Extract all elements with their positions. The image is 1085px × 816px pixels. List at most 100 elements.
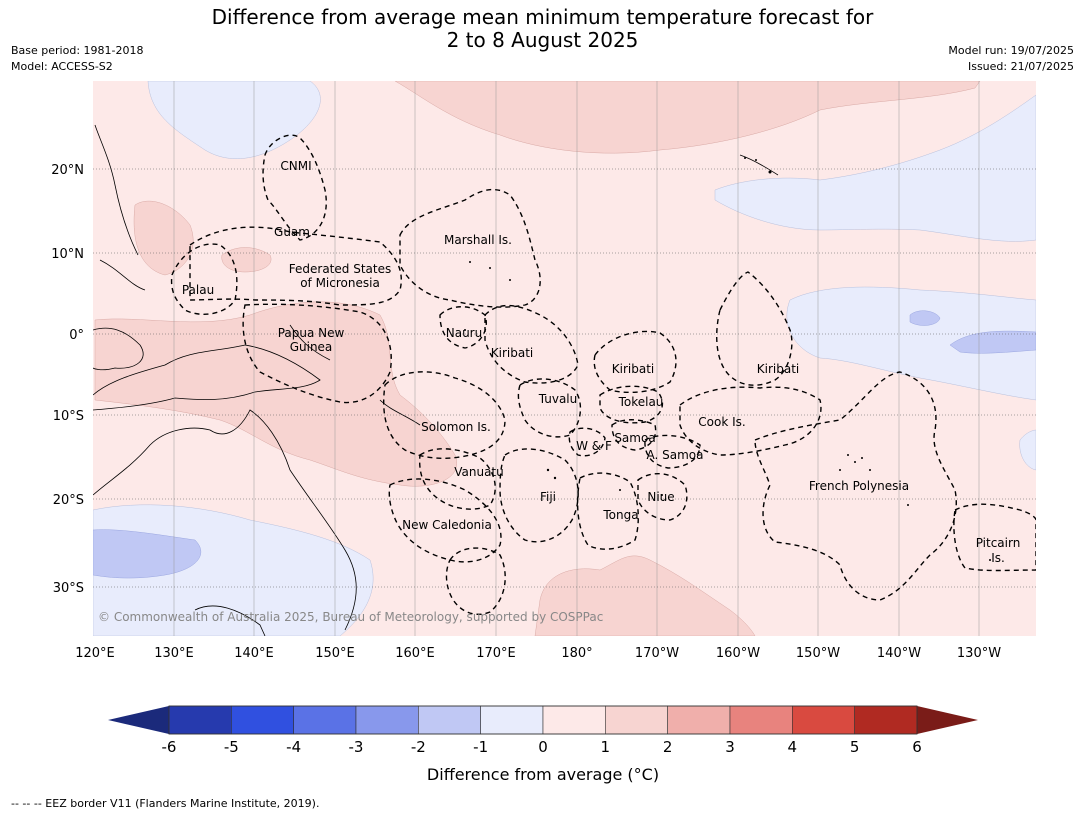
cool-patch-seast [1019,429,1036,471]
lon-label: 180° [561,646,592,661]
warm-patch-south [534,555,756,636]
region-label: Tonga [602,508,638,522]
region-label: Solomon Is. [421,420,491,434]
colorbar-cell [355,705,419,735]
region-label: Papua New Guinea [278,326,345,354]
graticule [173,81,980,636]
colorbar-tick-label: -3 [349,738,364,756]
model-run: Model run: 19/07/2025 [948,44,1074,57]
eez-kiribati-east [716,271,793,386]
eez-samoa [611,419,657,451]
eez-cnmi [262,134,327,241]
lat-label: 10°N [51,247,84,262]
title-line-1: Difference from average mean minimum tem… [211,5,874,29]
colorbar-cell [854,705,918,735]
eez-kiribati-west [484,304,579,384]
region-label: Palau [182,283,214,297]
region-label: A. Samoa [647,448,704,462]
region-label: Federated States of Micronesia [289,262,391,290]
region-label: Kiribati [491,346,533,360]
colorbar-tick-label: 3 [725,738,735,756]
coastlines [93,124,779,636]
cool-patch-east [714,94,1036,242]
colorbar-cell [792,705,855,735]
eez-tokelau [599,385,663,424]
colorbar-tick-label: 5 [850,738,860,756]
region-label: W & F [576,439,612,453]
cooler-patch-small [909,310,941,326]
lat-label: 20°N [51,163,84,178]
lon-label: 170°W [635,646,679,661]
colorbar-ticks: -6 -5 -4 -3 -2 -1 0 1 2 3 4 5 6 [162,738,922,756]
lon-label: 130°W [957,646,1001,661]
colorbar-high-extend [917,706,978,734]
eez-borders [170,134,1036,616]
eez-wf [568,427,606,457]
latitude-labels: 20°N 10°N 0° 10°S 20°S 30°S [51,163,84,596]
colorbar-cell [168,705,232,735]
island-dots [464,157,991,561]
region-label: Pitcairn Is. [976,536,1021,565]
region-labels: CNMI Guam Marshall Is. Palau Federated S… [182,159,1020,565]
eez-niue [637,473,688,521]
cooler-patch-east [949,330,1036,354]
base-period: Base period: 1981-2018 [11,44,144,57]
region-label: Samoa [614,431,655,445]
lon-label: 140°E [234,646,274,661]
colorbar-tick-label: 4 [788,738,798,756]
lon-label: 150°W [796,646,840,661]
colorbar-cell [480,705,544,735]
map-plot-area: CNMI Guam Marshall Is. Palau Federated S… [93,81,1036,636]
warm-patch-north [394,81,981,154]
eez-nauru [439,306,487,349]
lon-label: 130°E [154,646,194,661]
colorbar-tick-label: -4 [286,738,301,756]
eez-png [242,303,392,404]
model-name: Model: ACCESS-S2 [11,60,113,73]
eez-pitcairn [953,503,1036,572]
meta-right: Model run: 19/07/2025 Issued: 21/07/2025 [948,43,1074,75]
region-label: CNMI [280,159,311,173]
region-label: New Caledonia [402,518,492,532]
lon-label: 160°W [716,646,760,661]
issued-date: Issued: 21/07/2025 [967,60,1074,73]
region-label: Tokelau [618,395,664,409]
eez-new-caledonia [388,478,502,563]
region-label: Kiribati [757,362,799,376]
eez-fsm [189,226,402,306]
lat-label: 30°S [53,581,84,596]
lat-label: 10°S [53,409,84,424]
eez-kiribati-central [593,330,677,394]
region-label: Nauru [446,326,482,340]
region-label: Kiribati [612,362,654,376]
colorbar-cell [418,705,481,735]
warm-patch-png [94,301,457,487]
eez-palau [170,243,238,316]
colorbar-tick-label: 0 [538,738,548,756]
eez-french-polynesia [754,371,957,601]
colorbar-label: Difference from average (°C) [427,765,659,784]
map-title: Difference from average mean minimum tem… [0,6,1085,52]
footer-note: -- -- -- EEZ border V11 (Flanders Marine… [11,797,320,810]
copyright-notice: © Commonwealth of Australia 2025, Bureau… [98,610,603,624]
colorbar-tick-label: 1 [601,738,611,756]
title-line-2: 2 to 8 August 2025 [446,28,639,52]
longitude-labels: 120°E 130°E 140°E 150°E 160°E 170°E 180°… [75,646,1001,661]
lon-label: 170°E [476,646,516,661]
cool-patch-equatorial [786,286,1036,401]
lon-label: 150°E [315,646,355,661]
colorbar: -6 -5 -4 -3 -2 -1 0 1 2 3 4 5 6 Difference from aver… [108,705,978,784]
colorbar-tick-label: 2 [663,738,673,756]
colorbar-cells [168,705,918,735]
colorbar-cell [729,705,793,735]
colorbar-tick-label: -5 [224,738,239,756]
lon-label: 160°E [395,646,435,661]
lon-label: 140°W [877,646,921,661]
colorbar-cell [667,705,731,735]
eez-norfolk [445,547,506,616]
lon-label: 120°E [75,646,115,661]
region-label: Marshall Is. [444,233,512,247]
eez-vanuatu [418,448,496,510]
colorbar-cell [605,705,668,735]
region-label: Niue [647,490,674,504]
